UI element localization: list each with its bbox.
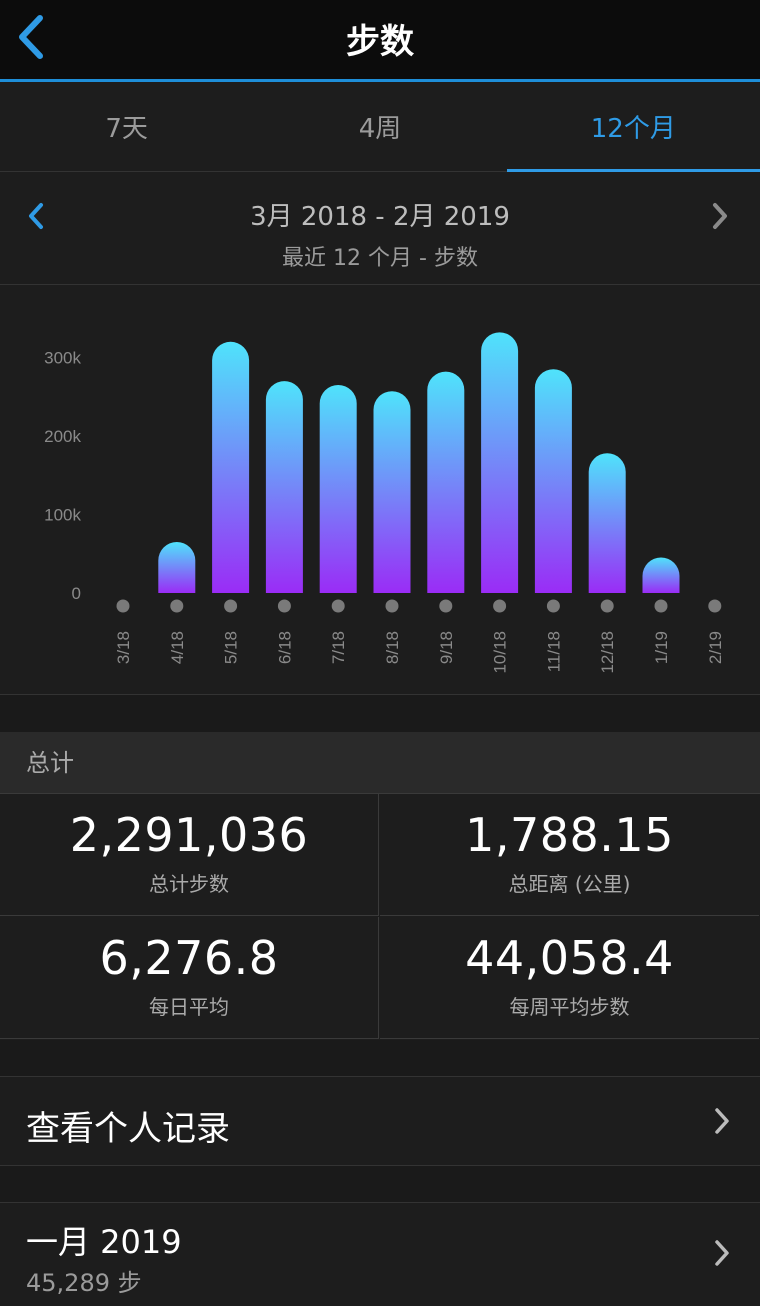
date-range-label: 3月 2018 - 2月 2019 (250, 202, 510, 232)
stat-weekly-average: 44,058.4 每周平均步数 (380, 917, 759, 1039)
x-tick-label: 11/18 (544, 631, 563, 672)
x-marker-dot (546, 599, 560, 613)
previous-period-button[interactable] (18, 196, 54, 236)
stat-value: 1,788.15 (465, 808, 674, 862)
section-spacer (0, 696, 760, 732)
x-tick-label: 1/19 (652, 631, 671, 664)
bar-12-18[interactable] (588, 453, 626, 593)
period-tabs: 7天 4周 12个月 (0, 82, 760, 172)
month-summary-row[interactable]: 一月 2019 45,289 步 (0, 1202, 760, 1306)
x-marker-dot (654, 599, 668, 613)
chevron-left-icon (29, 203, 43, 229)
x-marker-dot (331, 599, 345, 613)
stats-grid: 2,291,036 总计步数 1,788.15 总距离 (公里) 6,276.8… (0, 794, 760, 1040)
date-range-subtitle: 最近 12 个月 - 步数 (282, 246, 478, 271)
back-button[interactable] (6, 8, 56, 66)
x-tick-label: 4/18 (168, 631, 187, 664)
x-marker-dot (170, 599, 184, 613)
x-marker-dot (385, 599, 399, 613)
y-tick-label: 100k (44, 506, 81, 525)
date-navigator: 3月 2018 - 2月 2019 最近 12 个月 - 步数 (0, 172, 760, 285)
personal-records-label: 查看个人记录 (26, 1109, 230, 1149)
x-marker-dot (600, 599, 614, 613)
stat-label: 每日平均 (149, 995, 229, 1019)
chart-svg: 0 100k 200k 300k 3/18 4/18 5/18 6/18 7/18 8/18 9/1… (44, 332, 725, 674)
month-title: 一月 2019 (26, 1223, 182, 1261)
bar-6-18[interactable] (265, 381, 303, 593)
next-period-button[interactable] (702, 196, 738, 236)
stat-label: 总距离 (公里) (508, 872, 631, 896)
page-title: 步数 (346, 22, 414, 62)
tab-4-weeks[interactable]: 4周 (358, 114, 402, 144)
stat-value: 44,058.4 (465, 931, 674, 985)
tab-12-months[interactable]: 12个月 (506, 82, 760, 172)
x-tick-label: 10/18 (491, 631, 510, 674)
x-marker-dot (439, 599, 453, 613)
bar-7-18[interactable] (319, 384, 357, 593)
y-tick-label: 300k (44, 349, 81, 368)
stat-total-steps: 2,291,036 总计步数 (0, 794, 379, 916)
x-tick-label: 12/18 (598, 631, 617, 674)
x-tick-label: 2/19 (706, 631, 725, 664)
stat-label: 每周平均步数 (509, 995, 630, 1019)
y-tick-label: 200k (44, 427, 81, 446)
x-tick-label: 8/18 (383, 631, 402, 664)
chevron-right-icon (710, 1101, 734, 1141)
x-marker-dot (493, 599, 507, 613)
chevron-left-icon (19, 15, 43, 59)
x-tick-label: 9/18 (437, 631, 456, 664)
bar-10-18[interactable] (481, 332, 519, 593)
totals-section-header: 总计 (0, 732, 760, 794)
stat-value: 2,291,036 (69, 808, 309, 862)
chevron-right-icon (710, 1233, 734, 1273)
section-spacer (0, 1040, 760, 1076)
bar-8-18[interactable] (373, 391, 411, 593)
y-tick-label: 0 (72, 584, 81, 603)
personal-records-row[interactable]: 查看个人记录 (0, 1076, 760, 1166)
stat-value: 6,276.8 (99, 931, 279, 985)
bar-1-19[interactable] (642, 557, 680, 593)
bar-5-18[interactable] (212, 341, 250, 593)
nav-header: 步数 (0, 0, 760, 82)
tab-7-days[interactable]: 7天 (105, 114, 148, 144)
section-spacer (0, 1166, 760, 1202)
x-tick-label: 7/18 (329, 631, 348, 664)
stat-daily-average: 6,276.8 每日平均 (0, 917, 379, 1039)
bar-9-18[interactable] (427, 371, 465, 593)
x-tick-label: 3/18 (114, 631, 133, 664)
x-marker-dot (224, 599, 238, 613)
bar-11-18[interactable] (534, 369, 572, 593)
month-steps: 45,289 步 (26, 1269, 142, 1297)
x-tick-label: 6/18 (275, 631, 294, 664)
stat-total-distance: 1,788.15 总距离 (公里) (380, 794, 759, 916)
bar-4-18[interactable] (158, 541, 196, 593)
stat-label: 总计步数 (149, 872, 229, 896)
x-marker-dot (708, 599, 722, 613)
steps-bar-chart: 0 100k 200k 300k 3/18 4/18 5/18 6/18 7/18 8/18 9/1… (0, 285, 760, 695)
x-tick-label: 5/18 (222, 631, 241, 664)
x-marker-dot (277, 599, 291, 613)
chevron-right-icon (713, 203, 727, 229)
x-marker-dot (116, 599, 130, 613)
